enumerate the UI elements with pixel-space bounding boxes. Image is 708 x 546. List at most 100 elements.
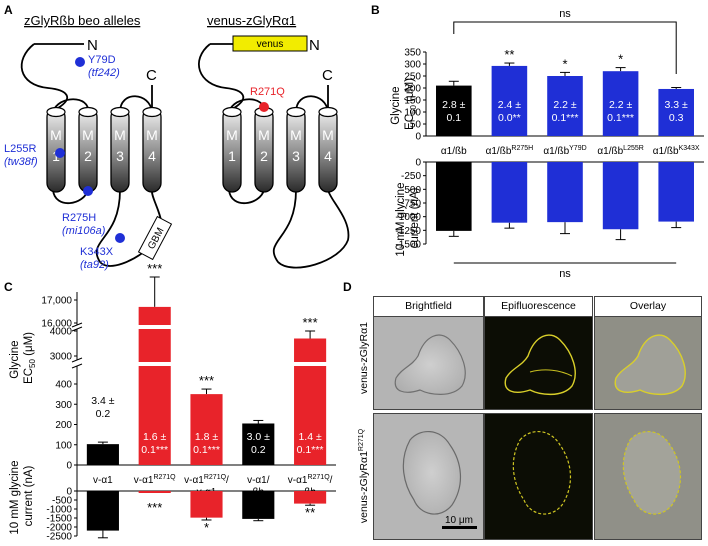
alpha-helix-number-1: 1 <box>228 148 236 164</box>
b-top-tick-label-4: 200 <box>404 84 421 95</box>
c-axis-break-b-0 <box>71 326 83 332</box>
c-top-bar-3 <box>242 423 275 465</box>
b-top-bar-2 <box>547 76 583 136</box>
c-category-4: v-α1R271Q/ <box>288 474 333 486</box>
c-category-1: v-α1R271Q <box>134 474 176 486</box>
panel-b-letter: B <box>371 3 380 17</box>
alpha-helix-number-4: 4 <box>324 148 332 164</box>
beta-helix-2: M2 <box>78 106 98 193</box>
b-ylabel-top: Glycine EC50 (μM) <box>390 78 418 130</box>
beta-helix-4: M4 <box>142 106 162 193</box>
venus-label: venus <box>257 39 284 50</box>
panel-a-letter: A <box>4 3 13 17</box>
b-hill-l2-4: 0.3 <box>669 112 684 124</box>
beta-helix-number-2: 2 <box>84 148 92 164</box>
alpha-helix-letter-3: M <box>290 127 302 143</box>
y79d-allele: (tf242) <box>88 67 120 79</box>
col-brightfield: Brightfield <box>374 297 483 317</box>
b-bottom-bar-4 <box>658 162 694 222</box>
c-sig-top-1: *** <box>147 261 162 276</box>
panel-c-letter: C <box>4 280 13 294</box>
b-bottom-tick-label-6: -1500 <box>395 240 421 251</box>
b-ns-bracket-top <box>453 21 677 74</box>
y79d-label: Y79D <box>88 54 116 66</box>
c-top-bar-0 <box>86 444 119 465</box>
b-category-3: α1/ßbL255R <box>597 145 643 157</box>
k343x-label: K343X <box>80 246 114 258</box>
b-category-2: α1/ßbY79D <box>543 145 586 157</box>
r275h-label: R275H <box>62 212 96 224</box>
chart-c: 01002003004003000400016,00017,0000-500-1… <box>41 261 336 543</box>
alpha-helix-2: M2 <box>254 106 274 193</box>
c-top-bar-4 <box>294 338 327 465</box>
b-sig-top-3: * <box>618 52 623 67</box>
b-top-tick-label-5: 250 <box>404 72 421 83</box>
c-axis-break-a-0 <box>71 322 83 328</box>
b-top-bar-0 <box>436 85 472 136</box>
panel-a: A zGlyRßb beo alleles venus-zGlyRα1 N C … <box>4 3 350 271</box>
b-hill-l1-1: 2.4 ± <box>498 99 522 111</box>
beta-helix-letter-3: M <box>114 127 126 143</box>
r271q-label: R271Q <box>250 86 285 98</box>
c-tick-high-label-0: 16,000 <box>41 319 72 330</box>
c-sig-bottom-2: * <box>204 520 209 535</box>
epifluorescence-wt: Epifluorescence <box>484 296 593 410</box>
c-sig-bottom-1: *** <box>147 500 162 515</box>
c-tick-mid-label-1: 4000 <box>50 327 73 338</box>
c-bottom-tick-label-5: -2500 <box>46 532 72 543</box>
beta-n-terminus: N <box>87 37 98 54</box>
b-hill-l1-0: 2.8 ± <box>442 99 466 111</box>
b-sig-top-2: * <box>562 56 567 71</box>
c-bar-break-high-1 <box>137 325 172 329</box>
c-hill-l1-0: 3.4 ± <box>91 395 115 407</box>
c-tick-high-label-1: 17,000 <box>41 296 72 307</box>
r271q-marker <box>259 102 269 112</box>
alpha-helix-1: M1 <box>222 106 242 193</box>
c-tick-mid-label-0: 3000 <box>50 352 73 363</box>
beta-helix-cap-3 <box>110 106 130 118</box>
c-bottom-bar-0 <box>86 491 119 531</box>
epifluorescence-r271q <box>484 413 593 540</box>
beta-c-terminus: C <box>146 67 157 84</box>
c-ylabel-bottom: 10 mM glycine current (nA) <box>9 457 35 534</box>
col-overlay: Overlay <box>595 297 701 317</box>
b-bottom-tick-label-1: -250 <box>401 171 421 182</box>
alpha-helix-letter-1: M <box>226 127 238 143</box>
b-hill-l2-2: 0.1*** <box>552 112 579 124</box>
b-category-0: α1/ßb <box>441 146 467 157</box>
alpha-helix-number-3: 3 <box>292 148 300 164</box>
c-hill-l2-0: 0.2 <box>96 408 111 420</box>
k343x-marker <box>115 233 125 243</box>
beta-helix-cap-1 <box>46 106 66 118</box>
c-bar-break-low-4 <box>293 362 328 366</box>
c-tick-low-label-0: 0 <box>66 461 72 472</box>
panel-a-right-title: venus-zGlyRα1 <box>207 13 296 28</box>
brightfield-r271q <box>373 413 484 540</box>
b-hill-l1-3: 2.2 ± <box>609 99 633 111</box>
c-tick-low-label-2: 200 <box>55 420 72 431</box>
c-ylabel-top: Glycine EC50 (μM) <box>9 332 37 384</box>
c-tick-low-label-3: 300 <box>55 400 72 411</box>
gbm-box: GBM <box>137 215 173 261</box>
panel-c: C Glycine EC50 (μM) 10 mM glycine curren… <box>4 261 336 543</box>
b-top-tick-label-7: 350 <box>404 48 421 59</box>
c-hill-l2-4: 0.1*** <box>297 444 324 456</box>
alpha-helix-letter-4: M <box>322 127 334 143</box>
b-bottom-bar-2 <box>547 162 583 223</box>
beta-helix-3: M3 <box>110 106 130 193</box>
c-axis-break-a-1 <box>71 357 83 363</box>
alpha-n-terminus: N <box>309 37 320 54</box>
brightfield-wt: Brightfield <box>373 296 484 410</box>
col-epifluorescence: Epifluorescence <box>485 297 592 317</box>
c-bottom-bar-2 <box>190 491 223 518</box>
c-hill-l2-3: 0.2 <box>251 444 266 456</box>
c-top-bar-1 <box>138 306 171 465</box>
beta-helix-number-3: 3 <box>116 148 124 164</box>
b-ylabel-bottom: 10 mM glycine current (nA) <box>395 179 421 256</box>
chart-b: 0501001502002503003500-250-500-750-1000-… <box>395 8 704 280</box>
b-top-tick-label-2: 100 <box>404 108 421 119</box>
b-top-bar-4 <box>658 88 694 136</box>
b-hill-l2-1: 0.0** <box>498 112 521 124</box>
